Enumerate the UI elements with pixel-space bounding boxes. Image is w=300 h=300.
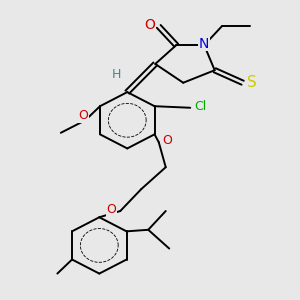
Text: O: O [145, 18, 155, 32]
Text: O: O [163, 134, 172, 147]
Text: O: O [79, 110, 88, 122]
Text: H: H [112, 68, 122, 81]
Text: O: O [106, 203, 116, 216]
Text: N: N [199, 37, 209, 51]
Text: S: S [247, 75, 256, 90]
Text: Cl: Cl [194, 100, 206, 113]
